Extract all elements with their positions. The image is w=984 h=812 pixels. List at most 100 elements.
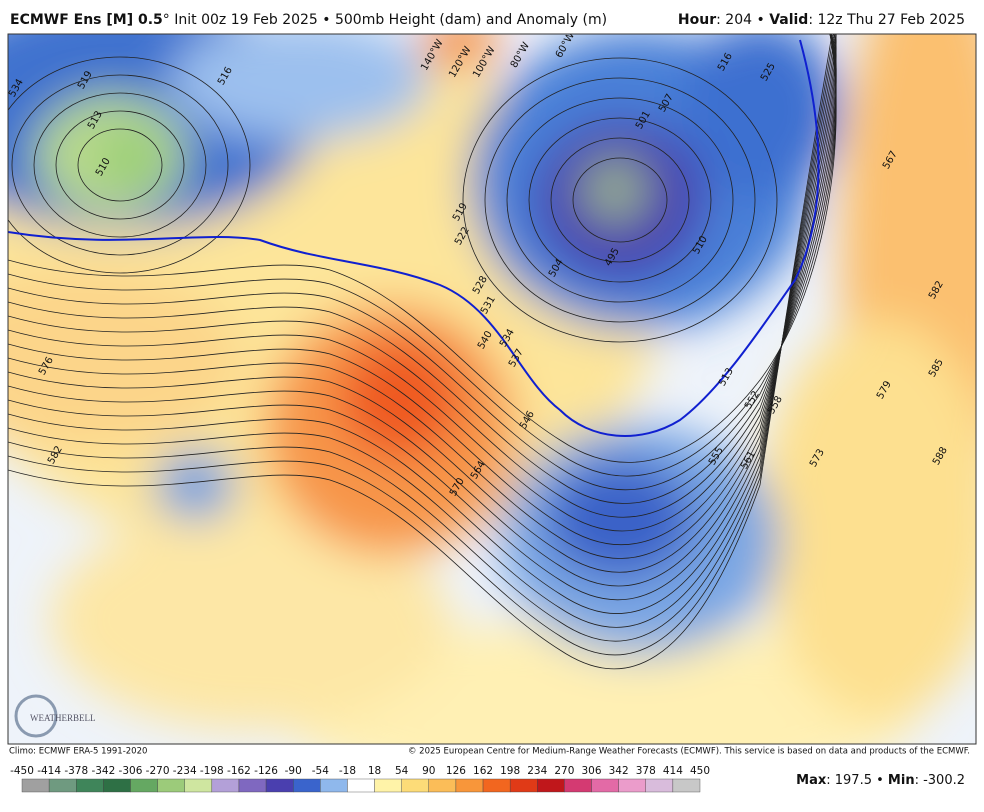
contour [484, 77, 756, 323]
colorbar-label: 234 [527, 765, 547, 777]
anomaly-area [100, 133, 160, 183]
anomaly-area [580, 155, 650, 225]
colorbar-label: -18 [339, 765, 356, 777]
anomaly-area [420, 34, 500, 67]
colorbar-label: -54 [312, 765, 329, 777]
colorbar-swatch [157, 778, 185, 793]
colorbar-label: 270 [554, 765, 574, 777]
contour [8, 56, 251, 274]
contour [8, 34, 837, 504]
colorbar-swatch [76, 778, 104, 793]
colorbar-swatch [482, 778, 511, 793]
colorbar-label: 450 [690, 765, 710, 777]
colorbar-swatch [537, 778, 565, 793]
anomaly-area [155, 450, 235, 520]
colorbar-swatch [48, 778, 77, 793]
colorbar-swatch [374, 778, 402, 793]
colorbar-label: 342 [609, 765, 629, 777]
contour [8, 34, 837, 477]
valid-label: Valid [769, 12, 808, 28]
colorbar-label: 198 [500, 765, 520, 777]
colorbar-swatch [455, 778, 484, 793]
contour [8, 34, 837, 491]
contour [8, 34, 837, 573]
colorbar-swatch [645, 778, 674, 793]
logo: WEATHERBELL [14, 694, 96, 738]
colorbar-label: 90 [422, 765, 435, 777]
colorbar-swatch [428, 778, 457, 793]
max-min: Max: 197.5 • Min: -300.2 [796, 773, 965, 788]
colorbar-label: -270 [146, 765, 170, 777]
contour [528, 117, 712, 283]
contour-540 [8, 39, 820, 437]
valid: : 12z Thu 27 Feb 2025 [808, 12, 965, 28]
header-valid: Hour: 204 • Valid: 12z Thu 27 Feb 2025 [678, 12, 965, 28]
model: ECMWF Ens [M] 0.5 [10, 12, 163, 28]
colorbar-label: -414 [37, 765, 61, 777]
contour [11, 74, 229, 256]
contour [8, 34, 833, 670]
colorbar-label: -450 [10, 765, 34, 777]
contour [55, 110, 185, 220]
colorbar-label: 414 [663, 765, 683, 777]
contour [8, 34, 837, 628]
colorbar-swatch [211, 778, 240, 793]
header-title: ECMWF Ens [M] 0.5° Init 00z 19 Feb 2025 … [10, 12, 607, 28]
colorbar-label: 162 [473, 765, 493, 777]
max: : 197.5 • [826, 773, 888, 788]
contour [8, 34, 837, 463]
anomaly-area [760, 320, 976, 720]
contour [8, 34, 837, 587]
contour [77, 128, 163, 202]
colorbar-swatch [184, 778, 213, 793]
colorbar-label: -126 [254, 765, 278, 777]
anomaly-area [680, 34, 840, 200]
map-frame [7, 33, 977, 745]
colorbar-swatch [672, 778, 701, 793]
colorbar-label: -306 [119, 765, 143, 777]
climo: Climo: ECMWF ERA-5 1991-2020 [9, 747, 147, 757]
colorbar-label: 378 [636, 765, 656, 777]
colorbar-label: 54 [395, 765, 409, 777]
colorbar-label: -90 [285, 765, 302, 777]
copyright: © 2025 European Centre for Medium-Range … [408, 747, 970, 757]
contour [8, 34, 834, 656]
colorbar-swatch [293, 778, 321, 793]
colorbar: -450 -414 -378 -342 -306 -270 -234 -198 -162 -126… [10, 765, 710, 793]
anomaly-area [50, 510, 450, 730]
colorbar-swatch [347, 778, 375, 793]
colorbar-swatch [591, 778, 619, 793]
contours [8, 34, 837, 670]
colorbar-swatch [564, 778, 592, 793]
contour [572, 157, 668, 243]
min: : -300.2 [915, 773, 965, 788]
colorbar-label: -162 [227, 765, 251, 777]
colorbar-label: -378 [64, 765, 88, 777]
colorbar-swatch [21, 778, 50, 793]
min-label: Min [888, 773, 915, 788]
colorbar-label: -198 [200, 765, 224, 777]
contour [550, 137, 690, 263]
colorbar-label: -342 [91, 765, 115, 777]
hour-label: Hour [678, 12, 716, 28]
colorbar-label: -234 [173, 765, 197, 777]
contour [506, 97, 734, 303]
colorbar-swatch [238, 778, 267, 793]
colorbar-swatch [130, 778, 158, 793]
max-label: Max [796, 773, 827, 788]
contour [462, 57, 778, 343]
colorbar-label: 306 [581, 765, 601, 777]
hour: : 204 • [716, 12, 769, 28]
colorbar-swatch [401, 778, 429, 793]
contour [33, 92, 207, 238]
colorbar-swatch [265, 778, 294, 793]
anomaly-area [170, 34, 430, 140]
colorbar-label: 18 [368, 765, 381, 777]
contour [8, 34, 837, 518]
colorbar-swatch [103, 778, 131, 793]
colorbar-label: 126 [446, 765, 466, 777]
logo-swirl [14, 694, 58, 738]
run-info: ° Init 00z 19 Feb 2025 • 500mb Height (d… [163, 12, 607, 28]
